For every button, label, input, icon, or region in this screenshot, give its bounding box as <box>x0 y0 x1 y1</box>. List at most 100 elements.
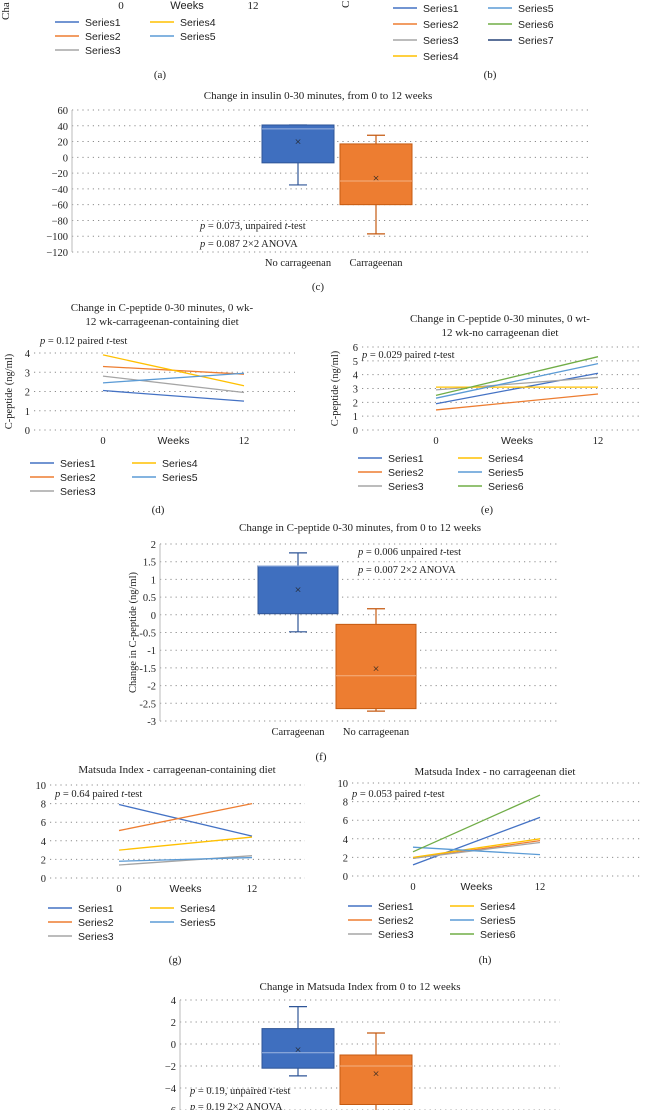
y-tick-label: 5 <box>353 357 358 368</box>
chart-matsuda-carrageenan: Matsuda Index - carrageenan-containing d… <box>36 764 305 943</box>
chart-title: Change in C-peptide 0-30 minutes, 0 wk- <box>71 302 254 314</box>
y-tick-label: −40 <box>52 185 68 196</box>
series-line-series2 <box>118 802 253 832</box>
series-line-series5 <box>412 846 541 856</box>
legend-label: Series4 <box>162 458 198 470</box>
box-body <box>261 124 335 164</box>
chart-insulin-change: Change in insulin 0-30 minutes, from 0 t… <box>46 90 590 269</box>
panel-e-label: (e) <box>481 504 494 516</box>
x-tick-label: 12 <box>239 436 250 447</box>
series-line-series5 <box>102 372 245 384</box>
legend-label: Series4 <box>423 51 459 63</box>
series-line-series5 <box>118 856 253 862</box>
y-tick-label: 4 <box>25 349 31 360</box>
chart-cpeptide-carrageenan: Change in C-peptide 0-30 minutes, 0 wk- 1… <box>4 302 295 498</box>
chart-title: 12 wk-carrageenan-containing diet <box>85 316 238 328</box>
y-tick-label: 0 <box>63 153 68 164</box>
panel-b-ylabel-fragment: C <box>340 1 352 8</box>
x-tick-label: 0 <box>410 882 415 893</box>
y-tick-label: 0 <box>353 426 358 437</box>
y-axis-label: C-peptide (ng/ml) <box>4 353 15 429</box>
y-tick-label: −2 <box>165 1062 176 1073</box>
box-series-2: × <box>339 1032 413 1110</box>
y-tick-label: -3 <box>147 717 156 728</box>
y-tick-label: -0.5 <box>139 629 156 640</box>
box-series-1: × <box>261 1005 335 1077</box>
p-value-annotation: p = 0.073, unpaired t-test <box>199 221 306 232</box>
box-body <box>339 1054 413 1105</box>
series-line-series4 <box>118 836 253 851</box>
box-mean-marker: × <box>295 582 302 596</box>
panel-a-label: (a) <box>154 69 167 81</box>
legend-label: Series1 <box>423 3 459 15</box>
y-tick-label: 4 <box>343 835 349 846</box>
chart-cpeptide-change: Change in C-peptide 0-30 minutes, from 0… <box>128 522 560 738</box>
series-line-series4 <box>102 354 245 387</box>
series-line-series3 <box>435 376 599 391</box>
y-tick-label: 6 <box>343 816 348 827</box>
panel-a-tick-0: 0 <box>118 0 124 12</box>
y-tick-label: 0 <box>25 426 30 437</box>
panel-a-xlabel: Weeks <box>170 0 204 12</box>
legend-label: Series6 <box>488 481 524 493</box>
x-axis-label: Weeks <box>170 883 202 895</box>
box-body <box>261 1028 335 1069</box>
x-category-label: Carrageenan <box>349 258 403 269</box>
y-tick-label: 0 <box>151 611 156 622</box>
box-mean-marker: × <box>295 1043 302 1057</box>
y-tick-label: 0 <box>171 1040 176 1051</box>
panel-b-label: (b) <box>484 69 497 81</box>
y-tick-label: -1.5 <box>139 664 156 675</box>
box-series-1: × No carrageenan <box>261 124 335 269</box>
legend-label: Series3 <box>423 35 459 47</box>
y-tick-label: 10 <box>36 781 47 792</box>
legend-label: Series7 <box>518 35 554 47</box>
y-tick-label: 2 <box>171 1018 176 1029</box>
panel-a-ylabel-fragment: Cha <box>0 2 12 20</box>
legend-label: Series2 <box>423 19 459 31</box>
legend-label: Series5 <box>480 915 516 927</box>
panel-c-label: (c) <box>312 281 325 293</box>
x-category-label: No carrageenan <box>343 727 410 738</box>
chart-matsuda-change: Change in Matsuda Index from 0 to 12 wee… <box>165 981 560 1110</box>
chart-title: Change in insulin 0-30 minutes, from 0 t… <box>204 90 433 102</box>
x-axis-label: Weeks <box>501 435 533 447</box>
y-tick-label: 0 <box>41 874 46 885</box>
y-tick-label: 20 <box>58 138 69 149</box>
legend-label: Series2 <box>85 31 121 43</box>
y-tick-label: 2 <box>343 853 348 864</box>
panel-d-label: (d) <box>152 504 165 516</box>
series-line-series3 <box>102 375 245 394</box>
series-line-series1 <box>435 372 599 405</box>
box-series-2: × Carrageenan <box>339 134 413 269</box>
x-tick-label: 0 <box>433 436 438 447</box>
y-tick-label: 1 <box>353 412 358 423</box>
y-tick-label: 8 <box>41 800 46 811</box>
chart-title: Change in C-peptide 0-30 minutes, from 0… <box>239 522 481 534</box>
box-mean-marker: × <box>295 135 302 149</box>
y-tick-label: 0 <box>343 872 348 883</box>
y-axis-label: C-peptide (ng/ml) <box>330 350 341 426</box>
y-tick-label: 0.5 <box>143 593 156 604</box>
y-tick-label: -2.5 <box>139 699 156 710</box>
panel-h-label: (h) <box>479 954 492 966</box>
legend-label: Series1 <box>78 903 114 915</box>
y-tick-label: 8 <box>343 798 348 809</box>
y-tick-label: 2 <box>151 540 156 551</box>
legend-label: Series5 <box>518 3 554 15</box>
x-tick-label: 0 <box>100 436 105 447</box>
chart-title: Matsuda Index - carrageenan-containing d… <box>78 764 275 776</box>
legend-label: Series3 <box>78 931 114 943</box>
panel-a-tick-12: 12 <box>248 0 259 12</box>
legend-label: Series2 <box>78 917 114 929</box>
legend-label: Series3 <box>60 486 96 498</box>
p-value-annotation: p = 0.64 paired t-test <box>54 789 142 800</box>
y-tick-label: 6 <box>353 343 358 354</box>
p-value-annotation: p = 0.007 2×2 ANOVA <box>357 565 456 576</box>
x-axis-label: Weeks <box>461 881 493 893</box>
y-tick-label: 4 <box>41 837 47 848</box>
legend-label: Series5 <box>180 31 216 43</box>
y-tick-label: 4 <box>171 996 177 1007</box>
